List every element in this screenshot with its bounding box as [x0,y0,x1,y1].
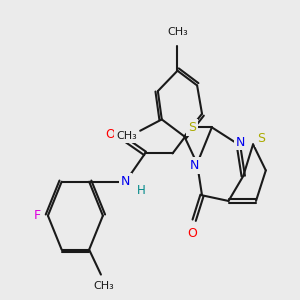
Text: N: N [121,175,130,188]
Text: O: O [187,227,197,240]
Text: CH₃: CH₃ [167,27,188,37]
Text: O: O [105,128,115,141]
Text: S: S [257,132,265,145]
Text: CH₃: CH₃ [94,281,114,291]
Text: H: H [137,184,146,197]
Text: S: S [188,121,196,134]
Text: N: N [236,136,245,148]
Text: CH₃: CH₃ [116,131,137,141]
Text: F: F [34,209,41,222]
Text: N: N [190,159,199,172]
